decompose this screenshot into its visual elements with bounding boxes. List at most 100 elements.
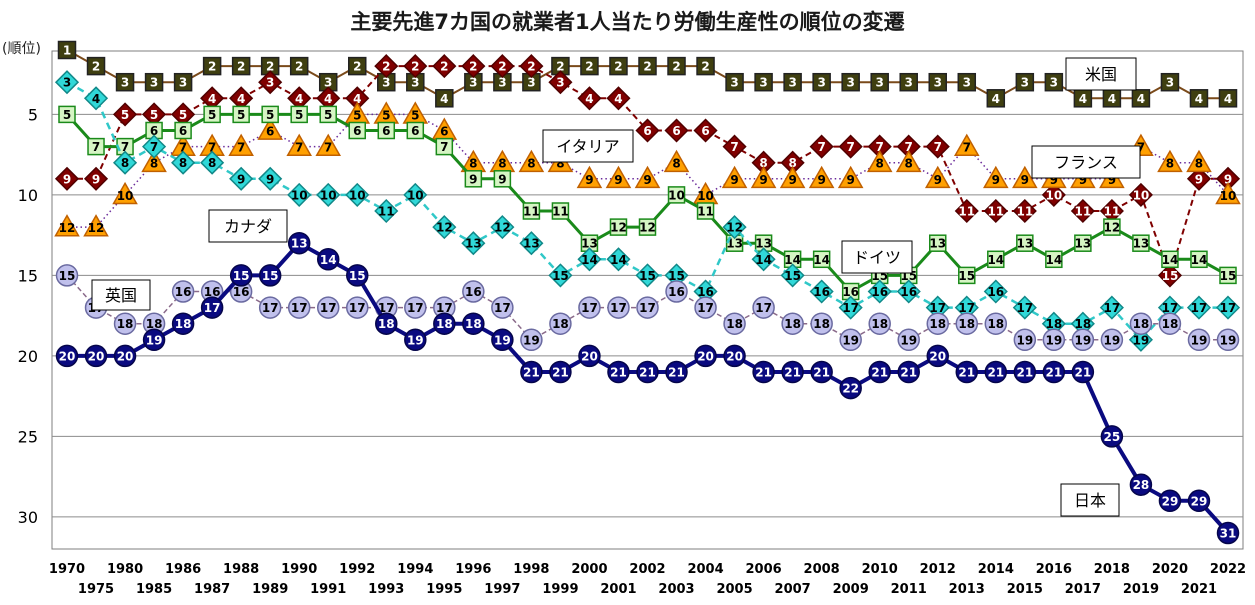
data-point [783, 72, 802, 92]
data-label: 13 [1016, 237, 1033, 251]
data-label: 4 [992, 92, 1000, 106]
data-label: 21 [639, 366, 656, 380]
data-label: 4 [324, 92, 332, 106]
data-point [983, 198, 1008, 224]
data-point [723, 344, 746, 368]
data-label: 19 [842, 333, 859, 347]
data-label: 3 [846, 76, 854, 90]
data-label: 3 [266, 76, 274, 90]
data-point [868, 360, 891, 384]
data-label: 4 [92, 92, 100, 106]
data-label: 8 [876, 157, 884, 171]
data-label: 29 [1191, 494, 1208, 508]
data-point [493, 170, 512, 188]
data-label: 6 [179, 124, 187, 138]
data-point [374, 54, 399, 79]
data-label: 13 [581, 237, 598, 251]
data-point [984, 360, 1008, 384]
data-point [315, 133, 342, 156]
data-point [810, 312, 833, 335]
data-label: 14 [320, 253, 337, 267]
data-label: 9 [266, 172, 274, 186]
data-point [290, 105, 308, 124]
x-tick-label: 1988 [223, 562, 259, 577]
data-label: 2 [701, 60, 709, 74]
callout-label: 英国 [105, 286, 137, 305]
data-label: 7 [150, 140, 158, 154]
data-point [462, 280, 485, 303]
data-label: 8 [527, 157, 535, 171]
data-point [723, 312, 746, 335]
data-point [868, 312, 891, 335]
chart-title: 主要先進7カ国の就業者1人当たり労働生産性の順位の変遷 [350, 10, 905, 34]
data-label: 10 [407, 188, 424, 202]
data-label: 12 [494, 221, 511, 235]
data-point [841, 72, 860, 92]
data-label: 8 [556, 157, 564, 171]
data-point [986, 89, 1006, 108]
data-point [1215, 295, 1241, 320]
data-label: 20 [581, 349, 598, 363]
data-point [1099, 295, 1124, 320]
series-日本: 20 20 20 19 18 17 15 15 13 14 15 18 19 18 18 19 21 21 20 21… [55, 231, 1240, 545]
data-label: 19 [407, 333, 424, 347]
data-label: 6 [266, 125, 274, 139]
data-label: 5 [411, 108, 419, 122]
data-point [779, 165, 806, 189]
data-label: 6 [150, 124, 158, 138]
data-label: 3 [121, 76, 129, 90]
data-label: 16 [697, 285, 714, 299]
data-label: 18 [117, 317, 134, 331]
data-label: 16 [900, 285, 917, 299]
data-point [112, 150, 138, 175]
data-label: 8 [498, 157, 506, 171]
data-point [258, 296, 282, 319]
data-point [490, 215, 515, 240]
data-label: 2 [353, 60, 361, 74]
x-tick-label: 1990 [281, 562, 317, 577]
data-point [638, 218, 657, 236]
data-label: 19 [1016, 333, 1033, 347]
data-label: 10 [1133, 188, 1150, 202]
data-label: 18 [1075, 317, 1092, 331]
data-point [1070, 198, 1095, 224]
data-label: 17 [1220, 301, 1237, 315]
data-point [663, 149, 690, 173]
data-point [258, 166, 283, 191]
data-point [609, 218, 628, 236]
data-label: 2 [411, 60, 419, 74]
data-label: 3 [730, 76, 738, 90]
data-point [348, 56, 367, 76]
x-tick-label: 2012 [920, 562, 956, 577]
data-label: 21 [1016, 366, 1033, 380]
data-point [750, 165, 777, 189]
data-point [403, 54, 428, 79]
data-label: 7 [92, 140, 100, 154]
data-label: 17 [1016, 301, 1033, 315]
data-label: 21 [1075, 366, 1092, 380]
data-label: 17 [262, 301, 279, 315]
data-label: 17 [407, 301, 424, 315]
data-label: 14 [1191, 253, 1208, 267]
data-point [375, 312, 398, 335]
data-label: 9 [759, 173, 767, 187]
data-label: 14 [581, 253, 598, 267]
data-label: 17 [755, 301, 772, 315]
data-point [954, 198, 979, 224]
data-point [667, 56, 686, 76]
data-label: 16 [842, 285, 859, 299]
data-label: 20 [117, 349, 134, 363]
data-label: 19 [1133, 333, 1150, 347]
data-point [1186, 295, 1212, 320]
data-point [636, 360, 659, 384]
data-label: 19 [900, 333, 917, 347]
data-label: 5 [179, 108, 187, 122]
data-point [577, 247, 602, 272]
data-point [870, 72, 889, 92]
data-point [925, 134, 950, 159]
data-point [1074, 234, 1092, 252]
data-point [866, 149, 893, 173]
data-label: 17 [639, 301, 656, 315]
callout-box [1065, 57, 1137, 91]
